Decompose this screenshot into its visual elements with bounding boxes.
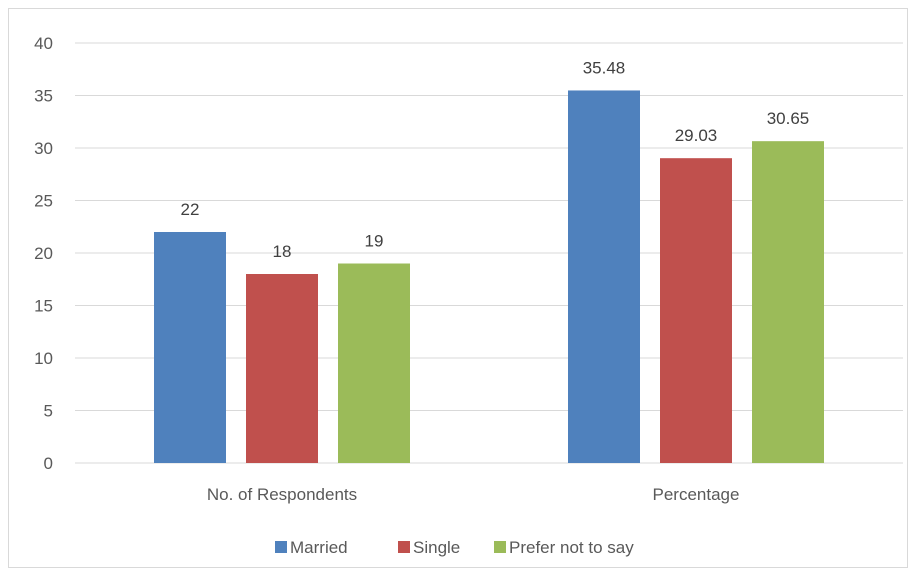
bar xyxy=(246,274,318,463)
bar xyxy=(338,263,410,463)
legend: Married Single Prefer not to say xyxy=(275,538,634,557)
x-category-label: Percentage xyxy=(653,485,740,504)
legend-label: Married xyxy=(290,538,348,557)
legend-swatch xyxy=(398,541,410,553)
legend-item: Single xyxy=(398,538,460,557)
bar xyxy=(660,158,732,463)
legend-item: Married xyxy=(275,538,348,557)
y-tick-label: 35 xyxy=(34,87,53,106)
y-tick-label: 40 xyxy=(34,34,53,53)
x-category-label: No. of Respondents xyxy=(207,485,357,504)
bars xyxy=(154,90,824,464)
data-label: 29.03 xyxy=(675,126,718,145)
y-tick-label: 5 xyxy=(44,402,53,421)
bar-chart: 0 5 10 15 20 25 30 35 40 22 18 19 35.48 29.03 30.65 N… xyxy=(34,34,903,557)
data-label: 18 xyxy=(273,242,292,261)
data-label: 35.48 xyxy=(583,58,626,77)
data-label: 30.65 xyxy=(767,109,810,128)
chart-frame: 0 5 10 15 20 25 30 35 40 22 18 19 35.48 29.03 30.65 N… xyxy=(8,8,908,568)
legend-label: Prefer not to say xyxy=(509,538,634,557)
bar xyxy=(568,90,640,464)
data-label: 19 xyxy=(365,232,384,251)
data-labels: 22 18 19 35.48 29.03 30.65 xyxy=(181,58,810,261)
bar xyxy=(154,232,226,463)
y-tick-label: 30 xyxy=(34,139,53,158)
y-tick-label: 15 xyxy=(34,297,53,316)
legend-label: Single xyxy=(413,538,460,557)
x-axis-categories: No. of Respondents Percentage xyxy=(207,485,740,504)
legend-swatch xyxy=(275,541,287,553)
y-tick-label: 0 xyxy=(44,454,53,473)
y-tick-label: 25 xyxy=(34,192,53,211)
legend-item: Prefer not to say xyxy=(494,538,634,557)
legend-swatch xyxy=(494,541,506,553)
y-tick-label: 10 xyxy=(34,349,53,368)
data-label: 22 xyxy=(181,200,200,219)
y-tick-label: 20 xyxy=(34,244,53,263)
y-axis-ticks: 0 5 10 15 20 25 30 35 40 xyxy=(34,34,53,473)
bar xyxy=(752,141,824,464)
